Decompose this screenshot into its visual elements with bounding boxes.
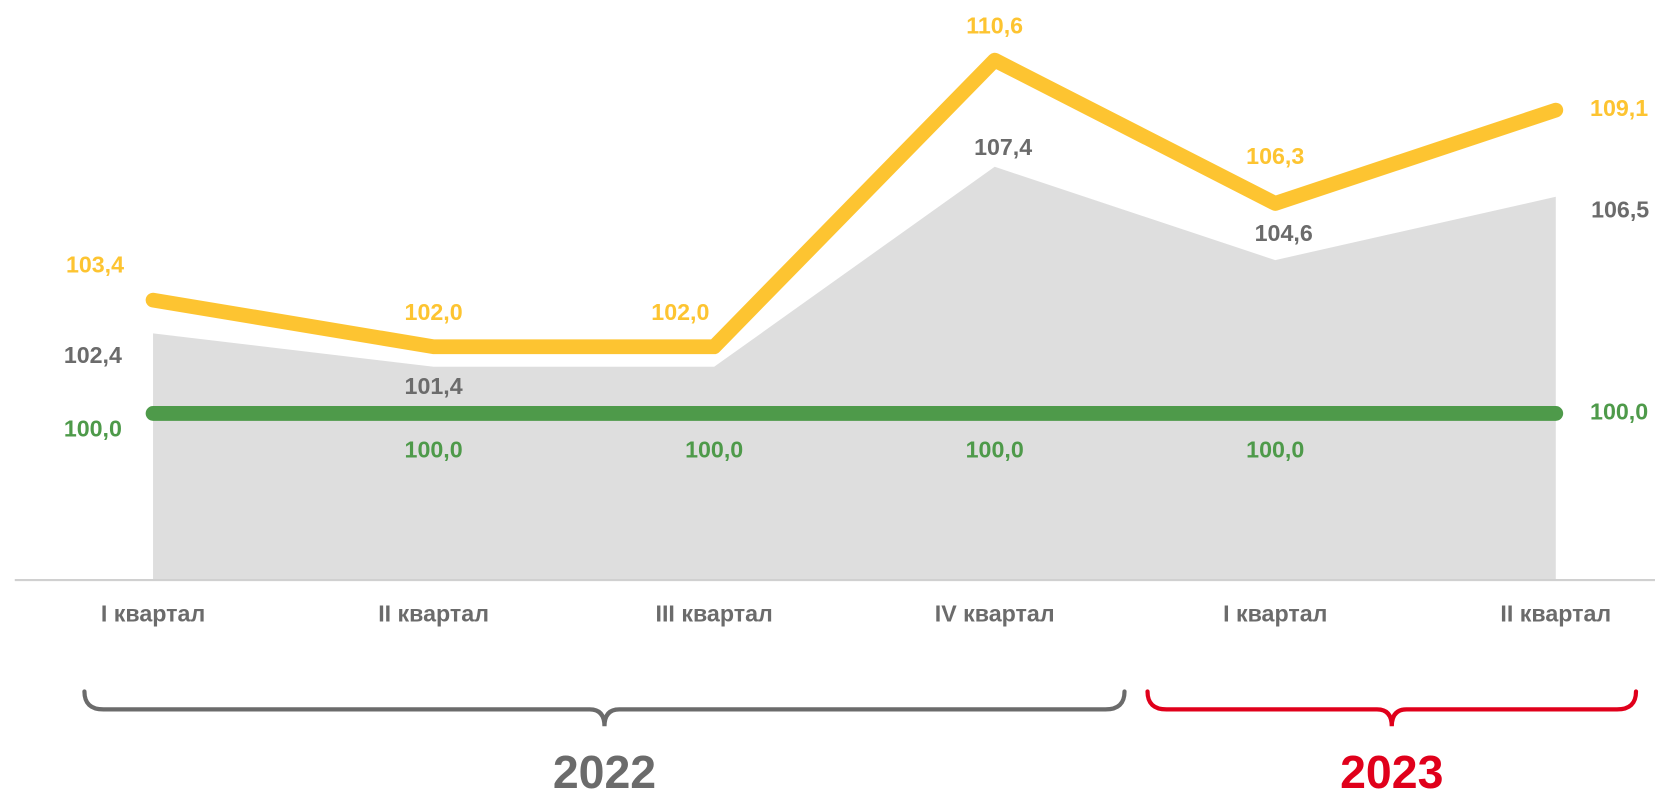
- group-bracket: [1145, 689, 1639, 727]
- group-label: 2023: [1340, 746, 1443, 795]
- value-label: 104,6: [1255, 220, 1313, 246]
- group-bracket: [82, 689, 1127, 727]
- value-label: 101,4: [405, 373, 463, 399]
- x-tick-label: IV квартал: [935, 601, 1055, 627]
- value-label: 103,4: [66, 251, 124, 277]
- value-label: 110,6: [966, 13, 1023, 39]
- value-label: 100,0: [64, 415, 122, 441]
- value-label: 107,4: [974, 134, 1032, 160]
- value-label: 102,0: [405, 299, 463, 325]
- area: [153, 166, 1556, 581]
- value-label: 109,1: [1590, 95, 1648, 121]
- x-tick-label: II квартал: [378, 601, 489, 627]
- line: [145, 52, 1564, 355]
- value-label: 100,0: [1590, 399, 1648, 425]
- value-label: 100,0: [685, 437, 743, 463]
- x-tick-label: I квартал: [101, 601, 205, 627]
- x-tick-label: II квартал: [1500, 601, 1611, 627]
- x-tick-label: III квартал: [656, 601, 773, 627]
- value-label: 100,0: [405, 437, 463, 463]
- value-label: 100,0: [966, 437, 1024, 463]
- value-label: 102,0: [651, 299, 709, 325]
- value-label: 102,4: [64, 342, 122, 368]
- group-label: 2022: [553, 746, 656, 795]
- value-label: 106,5: [1591, 197, 1649, 223]
- x-tick-label: I квартал: [1223, 601, 1327, 627]
- value-label: 100,0: [1246, 437, 1304, 463]
- value-label: 106,3: [1246, 143, 1304, 169]
